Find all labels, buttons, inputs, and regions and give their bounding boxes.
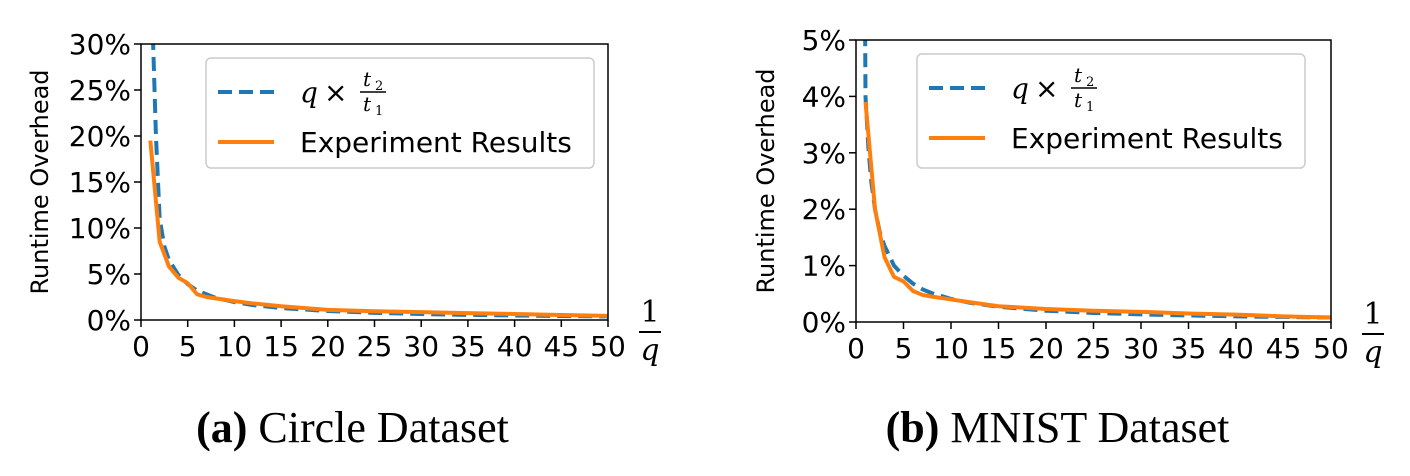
chart-b-legend-q: q: [1011, 72, 1029, 105]
chart-panel-a: 0 5 10 15 20 25 30 35 40 45 50 0% 5% 10% 15% 20% 25% 30% R…: [0, 28, 705, 453]
chart-b-xtick-label: 0: [847, 332, 865, 365]
chart-b-xtick-label: 45: [1266, 332, 1302, 365]
chart-a-xtick-label: 5: [179, 330, 197, 363]
chart-b-xtick-label: 10: [933, 332, 969, 365]
chart-b-series-experiment: [863, 101, 1331, 320]
chart-a-xtick-label: 45: [543, 330, 579, 363]
chart-a-ylabel: Runtime Overhead: [26, 69, 54, 294]
chart-a-ytick-label: 15%: [69, 166, 131, 199]
chart-b-xtick-label: 50: [1313, 332, 1349, 365]
chart-panel-b: 0 5 10 15 20 25 30 35 40 45 50 0% 1% 2% 3% 4% 5% Runtime …: [705, 0, 1410, 476]
chart-b-xlabel-den: q: [1363, 335, 1382, 370]
chart-b-legend-label-experiment: Experiment Results: [1011, 122, 1283, 155]
chart-a-ytick-label: 10%: [69, 212, 131, 245]
chart-a-xtick-label: 0: [132, 330, 150, 363]
chart-a-svg: 0 5 10 15 20 25 30 35 40 45 50 0% 5% 10% 15% 20% 25% 30% R…: [26, 28, 661, 368]
chart-b-xtick-label: 35: [1171, 332, 1207, 365]
caption-a-text: Circle Dataset: [258, 403, 509, 452]
chart-b-legend-box: [916, 53, 1306, 169]
chart-b-xtick-label: 25: [1076, 332, 1112, 365]
chart-a-xtick-label: 30: [403, 330, 439, 363]
chart-a-xtick-label: 40: [497, 330, 533, 363]
chart-b-ytick-label: 1%: [802, 250, 846, 283]
chart-b-legend: q × t 2t 1 Experiment Results: [916, 53, 1306, 169]
chart-a-legend-box: [205, 57, 595, 169]
chart-a-legend-label-experiment: Experiment Results: [300, 126, 572, 159]
chart-a-legend-num-sub: 2: [375, 79, 383, 94]
caption-b: (b) MNIST Dataset: [705, 402, 1410, 453]
chart-b-xtick-label: 15: [981, 332, 1017, 365]
caption-a: (a) Circle Dataset: [0, 402, 705, 453]
chart-b-ytick-label: 3%: [802, 137, 846, 170]
chart-a-series-experiment: [148, 140, 608, 318]
caption-a-letter: (a): [196, 403, 248, 452]
chart-b-legend-times: ×: [1035, 72, 1058, 105]
chart-b-ytick-label: 4%: [802, 80, 846, 113]
chart-b-xlabel-num: 1: [1363, 297, 1382, 332]
chart-b-xtick-label: 30: [1123, 332, 1159, 365]
chart-a-legend-den-sub: 1: [375, 104, 383, 119]
chart-b-xtick-label: 40: [1218, 332, 1254, 365]
chart-b-legend-den: t: [1074, 88, 1083, 112]
caption-b-letter: (b): [885, 403, 940, 452]
chart-a-xtick-label: 25: [357, 330, 393, 363]
chart-b-legend-den-sub: 1: [1086, 100, 1094, 115]
chart-b-ytick-label: 0%: [802, 306, 846, 339]
chart-b-legend-num: t: [1074, 63, 1083, 87]
chart-b-ylabel: Runtime Overhead: [752, 68, 780, 293]
chart-a-legend-num: t: [363, 67, 372, 91]
chart-a-ytick-label: 20%: [69, 120, 131, 153]
chart-a-xlabel-den: q: [640, 333, 659, 368]
chart-a-xlabel-num: 1: [640, 295, 659, 330]
chart-a-ytick-label: 25%: [69, 74, 131, 107]
chart-a-legend-den: t: [363, 92, 372, 116]
chart-a-legend-times: ×: [324, 76, 347, 109]
chart-a-xtick-label: 35: [450, 330, 486, 363]
chart-b-ytick-label: 2%: [802, 193, 846, 226]
chart-a-legend: q × t 2t 1 Experiment Results: [205, 57, 595, 169]
chart-a-ytick-label: 0%: [87, 304, 131, 337]
chart-a-ytick-label: 5%: [87, 258, 131, 291]
chart-a-xtick-label: 50: [590, 330, 626, 363]
chart-b-xtick-label: 20: [1028, 332, 1064, 365]
chart-b-svg: 0 5 10 15 20 25 30 35 40 45 50 0% 1% 2% 3% 4% 5% Runtime …: [752, 24, 1384, 370]
chart-a-xtick-label: 15: [263, 330, 299, 363]
caption-b-text: MNIST Dataset: [950, 403, 1230, 452]
chart-b-series-formula: [863, 40, 1331, 320]
chart-b-xtick-label: 5: [895, 332, 913, 365]
chart-a-xtick-label: 10: [217, 330, 253, 363]
chart-a-ytick-label: 30%: [69, 28, 131, 61]
chart-b-legend-num-sub: 2: [1086, 75, 1094, 90]
chart-b-ytick-label: 5%: [802, 24, 846, 57]
chart-a-legend-q: q: [300, 76, 318, 109]
chart-a-xtick-label: 20: [310, 330, 346, 363]
